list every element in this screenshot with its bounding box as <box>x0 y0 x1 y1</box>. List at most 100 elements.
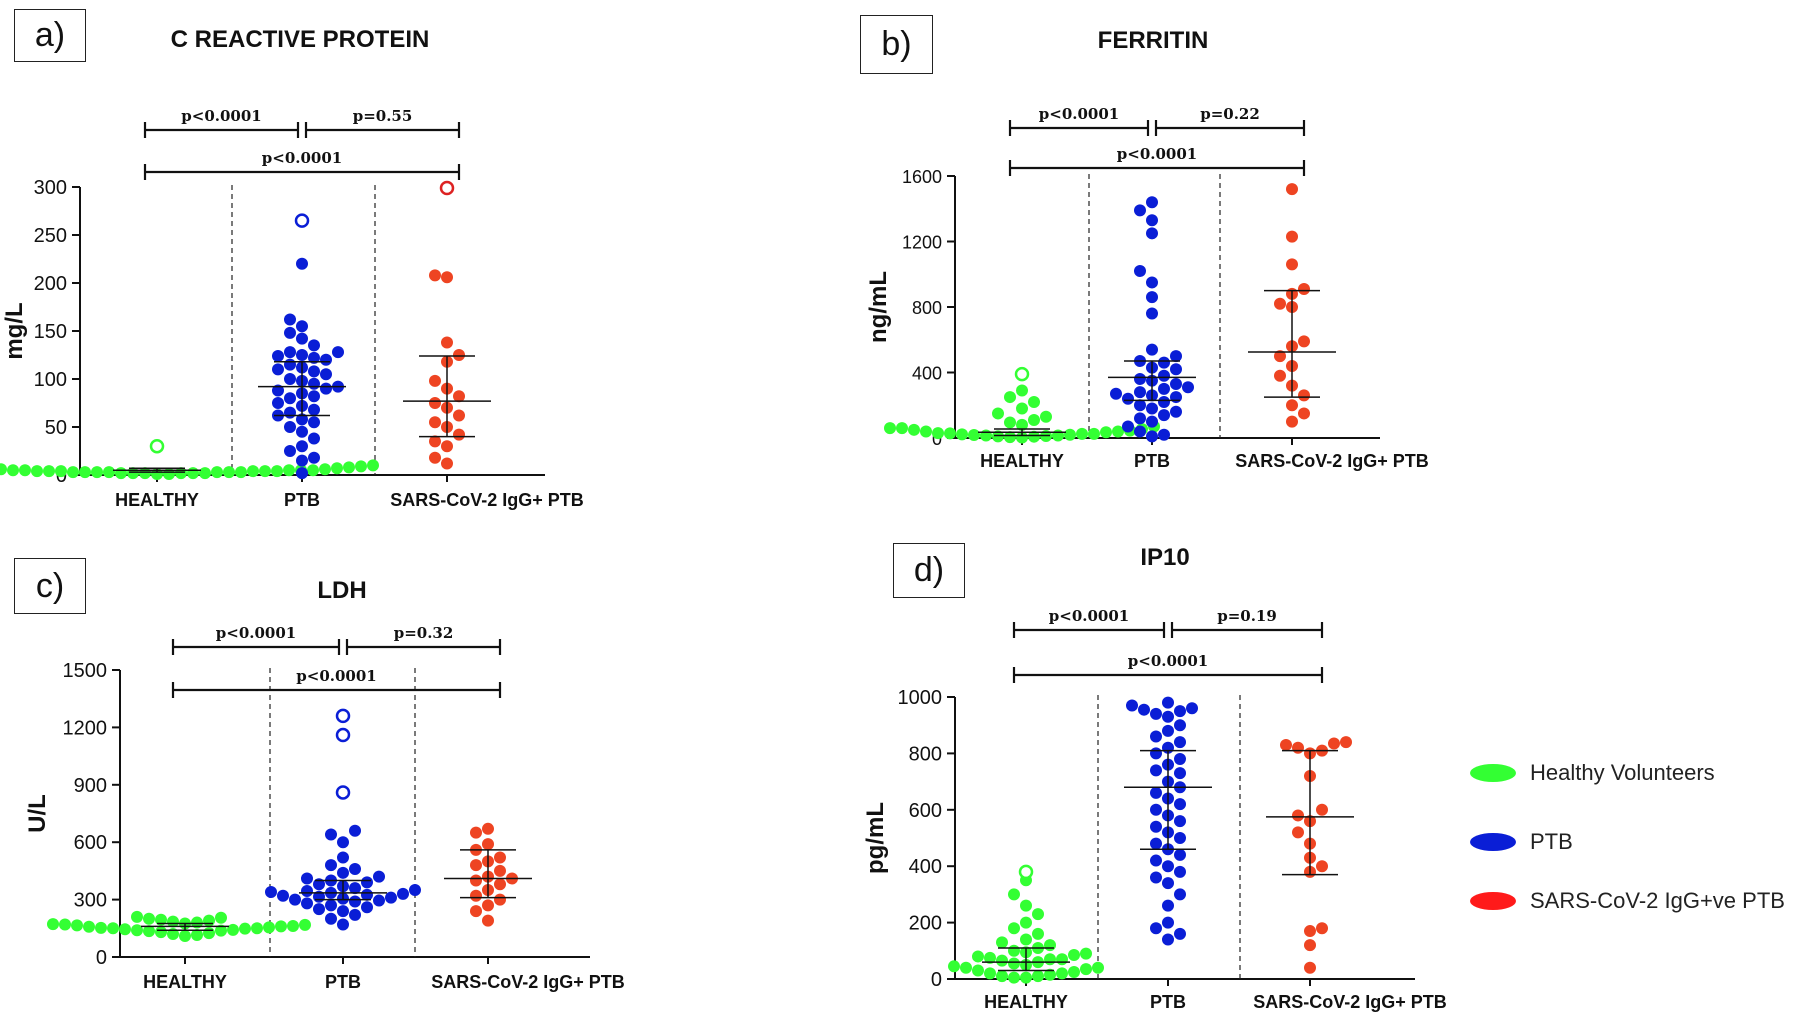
data-point <box>1158 356 1170 369</box>
data-point <box>429 435 441 448</box>
data-point <box>1286 183 1298 196</box>
data-point <box>1134 204 1146 217</box>
data-point <box>71 919 83 932</box>
data-point <box>429 416 441 429</box>
series-healthy <box>0 438 379 481</box>
data-point <box>1162 724 1174 737</box>
chart-title: FERRITIN <box>1098 27 1209 54</box>
data-point <box>1056 953 1068 966</box>
data-point <box>296 467 308 480</box>
data-point <box>296 349 308 361</box>
data-point <box>453 428 465 441</box>
outlier-point <box>294 213 310 228</box>
data-point <box>1274 350 1286 363</box>
x-category-label: PTB <box>1134 451 1170 471</box>
data-point <box>301 872 313 885</box>
y-tick-label: 0 <box>931 969 942 991</box>
data-point <box>355 460 367 473</box>
data-point <box>325 899 337 912</box>
x-category-label: SARS-CoV-2 IgG+ PTB <box>390 490 584 510</box>
data-point <box>1150 707 1162 720</box>
data-point <box>247 465 259 478</box>
panel-label-b: b) <box>860 15 933 74</box>
data-point <box>1174 927 1186 940</box>
data-point <box>131 910 143 923</box>
data-point <box>296 332 308 345</box>
data-point <box>307 464 319 477</box>
outlier-point <box>335 785 351 800</box>
p-value-label: p<0.0001 <box>1128 652 1208 670</box>
data-point <box>59 918 71 931</box>
data-point <box>163 468 175 481</box>
series-ptb <box>265 708 421 931</box>
data-point <box>1008 922 1020 935</box>
panel-label-d: d) <box>893 543 965 598</box>
data-point <box>337 905 349 918</box>
data-point <box>373 870 385 883</box>
outlier-point <box>1014 366 1030 382</box>
data-point <box>313 903 325 916</box>
data-point <box>1162 696 1174 709</box>
data-point <box>470 859 482 872</box>
data-point <box>1182 381 1194 394</box>
data-point <box>1032 908 1044 921</box>
data-point <box>1008 971 1020 984</box>
data-point <box>1040 410 1052 423</box>
data-point <box>332 346 344 359</box>
data-point <box>320 382 332 395</box>
data-point <box>1286 415 1298 428</box>
p-value-label: p<0.0001 <box>181 107 261 125</box>
data-point <box>1298 282 1310 295</box>
y-axis-label: U/L <box>24 794 51 833</box>
data-point <box>337 918 349 931</box>
data-point <box>259 465 271 478</box>
data-point <box>494 851 506 864</box>
p-value-label: p<0.0001 <box>216 624 296 642</box>
data-point <box>1134 386 1146 399</box>
p-value-label: p=0.19 <box>1217 607 1277 625</box>
y-tick-label: 300 <box>34 177 67 199</box>
data-point <box>1044 939 1056 952</box>
data-point <box>1100 426 1112 439</box>
data-point <box>227 923 239 936</box>
data-point <box>996 970 1008 983</box>
data-point <box>91 466 103 479</box>
data-point <box>301 884 313 897</box>
data-point <box>265 885 277 898</box>
series-ptb <box>258 213 346 480</box>
y-tick-label: 0 <box>96 947 107 969</box>
data-point <box>167 915 179 928</box>
data-point <box>1020 916 1032 929</box>
data-point <box>31 465 43 478</box>
data-point <box>331 462 343 475</box>
data-point <box>1008 957 1020 970</box>
data-point <box>308 432 320 445</box>
data-point <box>1150 803 1162 816</box>
outlier-point <box>335 708 351 724</box>
data-point <box>1134 425 1146 438</box>
data-point <box>325 828 337 841</box>
data-point <box>1274 297 1286 310</box>
chart-title: C REACTIVE PROTEIN <box>171 26 430 53</box>
data-point <box>884 422 896 435</box>
p-value-label: p<0.0001 <box>296 667 376 685</box>
data-point <box>320 368 332 381</box>
data-point <box>296 413 308 426</box>
data-point <box>284 358 296 371</box>
data-point <box>1162 916 1174 929</box>
legend-label-covid: SARS-CoV-2 IgG+ve PTB <box>1530 888 1785 913</box>
data-point <box>296 320 308 333</box>
data-point <box>143 912 155 925</box>
data-point <box>1068 965 1080 978</box>
data-point <box>1056 967 1068 980</box>
data-point <box>325 912 337 925</box>
data-point <box>1174 705 1186 718</box>
data-point <box>349 895 361 908</box>
data-point <box>301 897 313 910</box>
chart-c-reactive-protein: C REACTIVE PROTEIN050100150200250300mg/L… <box>0 26 584 510</box>
data-point <box>996 954 1008 967</box>
data-point <box>284 406 296 419</box>
data-point <box>296 454 308 467</box>
data-point <box>429 374 441 387</box>
data-point <box>55 465 67 478</box>
